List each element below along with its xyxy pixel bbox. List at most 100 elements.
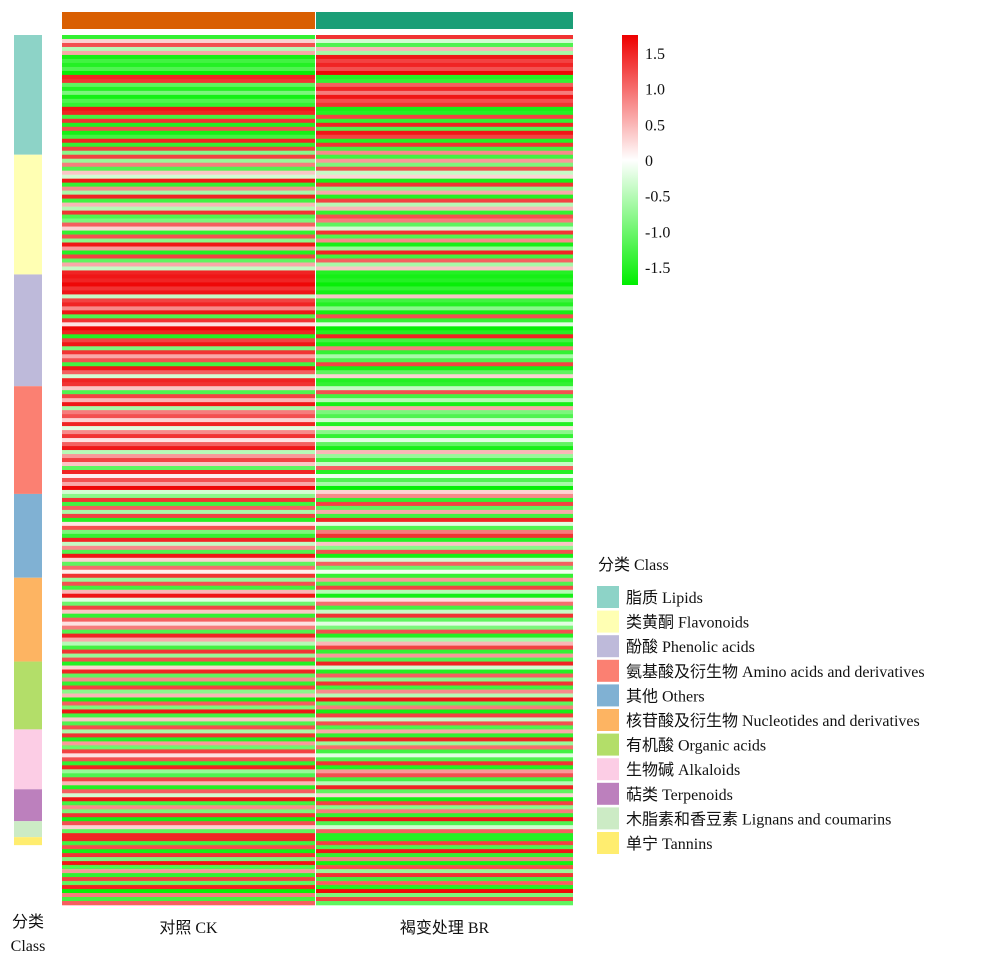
heatmap-cell [62, 35, 315, 40]
heatmap-cell [316, 186, 573, 191]
heatmap-cell [316, 749, 573, 754]
heatmap-cell [316, 174, 573, 179]
heatmap-cell [316, 901, 573, 906]
heatmap-cell [62, 110, 315, 116]
heatmap-cell [316, 633, 573, 638]
heatmap-cell [62, 174, 315, 179]
heatmap-cell [316, 661, 573, 666]
class-legend-swatch-5 [597, 684, 619, 707]
heatmap-cell [62, 326, 315, 331]
heatmap-cell [316, 553, 573, 559]
heatmap-cell [316, 809, 573, 814]
heatmap-cell [62, 158, 315, 164]
heatmap-cell [62, 130, 315, 136]
heatmap-cell [62, 509, 315, 515]
heatmap-cell [316, 430, 573, 435]
heatmap-cell [316, 605, 573, 610]
heatmap-cell [62, 358, 315, 363]
heatmap-cell [62, 354, 315, 359]
heatmap-cell [316, 517, 573, 523]
heatmap-cell [62, 773, 315, 778]
heatmap-cell [62, 278, 315, 283]
heatmap-cell [316, 589, 573, 595]
heatmap-cell [316, 529, 573, 535]
column-label-2: 褐变处理 BR [400, 919, 490, 937]
heatmap-cell [316, 593, 573, 599]
heatmap-cell [316, 102, 573, 108]
heatmap-cell [62, 649, 315, 654]
heatmap-cell [316, 146, 573, 152]
heatmap-cell [62, 689, 315, 694]
row-class-title-line-2: Class [11, 938, 46, 955]
heatmap-cell [62, 310, 315, 315]
heatmap-cell [316, 326, 573, 331]
heatmap-cell [316, 370, 573, 375]
class-legend-label-1: 脂质 Lipids [626, 589, 703, 607]
class-legend-label-3: 酚酸 Phenolic acids [626, 638, 755, 656]
heatmap-cell [316, 601, 573, 606]
heatmap-cell [62, 481, 315, 487]
heatmap-cell [316, 621, 573, 626]
heatmap-cell [316, 737, 573, 742]
heatmap-cell [62, 462, 315, 467]
heatmap-cell [316, 318, 573, 323]
heatmap-cell [316, 386, 573, 391]
heatmap-cell [62, 94, 315, 100]
column-group-bar-1 [62, 12, 315, 29]
heatmap-cell [316, 861, 573, 866]
heatmap-cell [62, 865, 315, 870]
row-class-title-line-1: 分类 [12, 913, 44, 931]
heatmap-cell [316, 709, 573, 714]
heatmap-cell [62, 809, 315, 814]
heatmap-cell [316, 561, 573, 567]
heatmap-cell [62, 813, 315, 818]
heatmap-cell [62, 901, 315, 906]
heatmap-cell [316, 713, 573, 718]
heatmap-cell [62, 322, 315, 327]
heatmap-cell [316, 398, 573, 403]
heatmap-cell [316, 126, 573, 132]
heatmap-cell [62, 777, 315, 782]
heatmap-cell [62, 118, 315, 124]
heatmap-cell [62, 470, 315, 475]
heatmap-cell [62, 869, 315, 874]
heatmap-cell [316, 226, 573, 231]
heatmap-cell [62, 218, 315, 223]
heatmap-cell [316, 869, 573, 874]
class-strip-segment-6 [14, 577, 42, 662]
class-legend-swatch-4 [597, 659, 619, 682]
heatmap-cell [316, 110, 573, 116]
heatmap-cell [62, 861, 315, 866]
heatmap-cell [62, 697, 315, 702]
heatmap-cell [62, 350, 315, 355]
heatmap-cell [62, 521, 315, 527]
heatmap-cell [316, 46, 573, 52]
heatmap-cell [62, 202, 315, 207]
heatmap-cell [316, 637, 573, 642]
heatmap-cell [316, 362, 573, 367]
heatmap-cell [62, 529, 315, 535]
heatmap-cell [316, 845, 573, 850]
heatmap-cell [316, 62, 573, 68]
color-scale-bar [622, 35, 638, 285]
heatmap-cell [62, 729, 315, 734]
class-legend-swatch-7 [597, 733, 619, 756]
heatmap-cell [62, 845, 315, 850]
heatmap-cell [62, 366, 315, 371]
heatmap-cell [62, 473, 315, 479]
heatmap-cell [316, 721, 573, 726]
heatmap-cell [62, 709, 315, 714]
heatmap-cell [62, 493, 315, 499]
heatmap-cell [62, 545, 315, 551]
heatmap-cell [316, 250, 573, 255]
heatmap-cell [62, 414, 315, 419]
heatmap-cell [316, 473, 573, 479]
heatmap-cell [62, 793, 315, 798]
heatmap-cell [62, 250, 315, 255]
heatmap-cell [316, 122, 573, 128]
heatmap-cell [62, 446, 315, 451]
heatmap-cell [316, 438, 573, 443]
heatmap-cell [62, 837, 315, 842]
heatmap-cell [62, 749, 315, 754]
heatmap-cell [62, 330, 315, 335]
